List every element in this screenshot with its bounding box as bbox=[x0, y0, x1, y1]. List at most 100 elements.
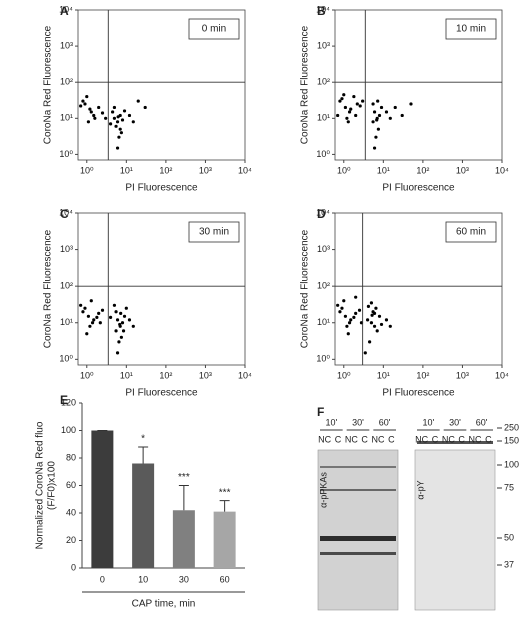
event-point bbox=[372, 110, 377, 114]
panel-letter: C bbox=[60, 207, 69, 221]
blot-image bbox=[318, 450, 398, 610]
y-tick-label: 10¹ bbox=[60, 113, 73, 123]
blot-band bbox=[417, 441, 493, 444]
x-tick-label: 10⁰ bbox=[337, 165, 351, 175]
event-point bbox=[352, 94, 356, 99]
event-point bbox=[122, 109, 127, 113]
event-point bbox=[90, 321, 95, 325]
event-point bbox=[111, 110, 115, 114]
event-point bbox=[116, 115, 120, 119]
event-point bbox=[118, 127, 122, 131]
annotation: 60 min bbox=[456, 227, 486, 238]
event-point bbox=[371, 102, 375, 106]
event-point bbox=[92, 113, 96, 118]
x-tick-label: 10² bbox=[416, 370, 429, 380]
blot-band bbox=[320, 552, 396, 555]
event-point bbox=[119, 131, 123, 135]
x-tick-label: 10⁰ bbox=[80, 370, 94, 380]
event-point bbox=[118, 322, 122, 327]
event-point bbox=[83, 306, 87, 310]
y-tick-label: 10⁴ bbox=[59, 4, 73, 14]
event-point bbox=[379, 322, 384, 327]
lane-label: C bbox=[361, 434, 368, 444]
blot-band bbox=[320, 489, 396, 491]
event-point bbox=[352, 315, 356, 320]
event-point bbox=[83, 102, 87, 106]
event-point bbox=[346, 332, 350, 336]
bar bbox=[91, 430, 114, 568]
event-point bbox=[98, 321, 102, 325]
event-point bbox=[115, 120, 120, 124]
event-point bbox=[117, 135, 121, 139]
event-point bbox=[131, 120, 135, 124]
blot-image bbox=[415, 450, 495, 610]
y-tick-label: 10⁴ bbox=[316, 207, 330, 217]
event-point bbox=[336, 303, 340, 307]
event-point bbox=[372, 146, 377, 150]
event-point bbox=[365, 318, 370, 322]
lane-label: NC bbox=[318, 434, 331, 444]
y-axis-label: CoroNa Red Fluorescence bbox=[43, 229, 54, 348]
event-point bbox=[79, 104, 83, 108]
x-tick-label: 10⁴ bbox=[495, 165, 509, 175]
event-point bbox=[79, 303, 83, 307]
lane-label: C bbox=[458, 434, 465, 444]
event-point bbox=[340, 306, 344, 310]
y-tick-label: 10² bbox=[317, 77, 330, 87]
event-point bbox=[86, 120, 91, 124]
marker-label: 100 bbox=[504, 459, 519, 469]
event-point bbox=[355, 102, 359, 106]
plot-frame bbox=[334, 9, 503, 161]
marker-label: 250 bbox=[504, 422, 519, 432]
event-point bbox=[369, 301, 374, 305]
event-point bbox=[136, 99, 140, 103]
x-tick-label: 60 bbox=[220, 574, 230, 584]
blot-frame bbox=[317, 449, 399, 611]
marker-label: 37 bbox=[504, 559, 514, 569]
event-point bbox=[370, 313, 374, 317]
lane-label: C bbox=[485, 434, 492, 444]
event-point bbox=[340, 97, 344, 101]
timepoint-label: 10' bbox=[325, 417, 337, 427]
event-point bbox=[88, 324, 92, 328]
event-point bbox=[358, 104, 362, 108]
event-point bbox=[117, 340, 121, 344]
antibody-label: α-pY bbox=[415, 480, 425, 499]
event-point bbox=[112, 303, 117, 307]
event-point bbox=[354, 295, 358, 299]
event-point bbox=[97, 105, 101, 110]
lane-label: NC bbox=[372, 434, 385, 444]
event-point bbox=[108, 315, 113, 320]
x-axis-label: CAP time, min bbox=[132, 599, 196, 610]
x-tick-label: 10⁴ bbox=[238, 165, 252, 175]
lane-label: NC bbox=[469, 434, 482, 444]
x-tick-label: 10² bbox=[416, 165, 429, 175]
x-tick-label: 10¹ bbox=[377, 370, 390, 380]
event-point bbox=[89, 110, 93, 114]
event-point bbox=[114, 329, 118, 333]
event-point bbox=[393, 105, 397, 110]
y-tick-label: 10⁴ bbox=[59, 207, 73, 217]
significance: * bbox=[141, 434, 145, 445]
event-point bbox=[108, 122, 113, 126]
panel-letter: E bbox=[60, 393, 68, 407]
event-point bbox=[377, 314, 382, 318]
timepoint-label: 60' bbox=[476, 417, 488, 427]
event-point bbox=[379, 105, 384, 110]
panel-letter: A bbox=[60, 4, 69, 18]
x-axis-label: PI Fluorescence bbox=[382, 388, 455, 399]
event-point bbox=[354, 311, 358, 316]
y-tick-label: 10² bbox=[317, 281, 330, 291]
event-point bbox=[346, 120, 350, 124]
panel-letter: D bbox=[317, 207, 326, 221]
event-point bbox=[347, 110, 352, 114]
antibody-label: α-pPKAs bbox=[318, 472, 328, 508]
y-tick-label: 10¹ bbox=[60, 317, 73, 327]
annotation: 10 min bbox=[456, 24, 486, 35]
event-point bbox=[127, 318, 132, 322]
event-point bbox=[131, 324, 135, 328]
y-axis-label: (F/F0)x100 bbox=[47, 461, 58, 510]
blot-frame bbox=[414, 449, 496, 611]
event-point bbox=[143, 105, 147, 110]
event-point bbox=[100, 111, 105, 115]
